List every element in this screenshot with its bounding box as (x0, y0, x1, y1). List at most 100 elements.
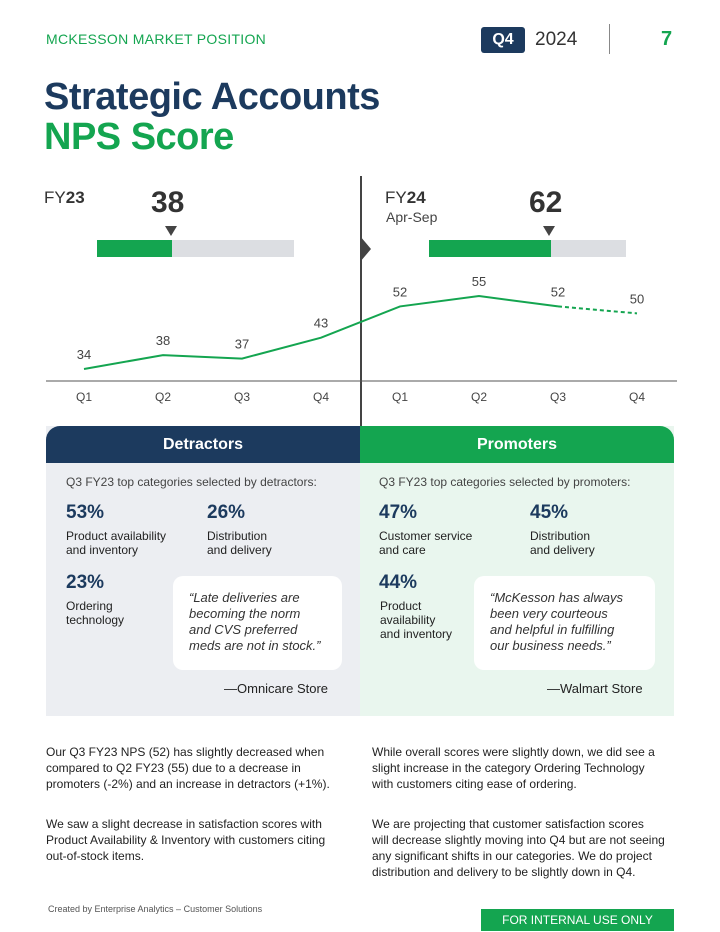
body-line: Our Q3 FY23 NPS (52) has slightly decrea… (46, 745, 325, 759)
promoter-stat-pct: 44% (379, 572, 418, 593)
quarter-badge: Q4 (481, 27, 525, 53)
quote-line: and CVS preferred (189, 622, 298, 637)
fy24-marker-icon (543, 226, 555, 236)
detractors-subtitle: Q3 FY23 top categories selected by detra… (66, 475, 317, 489)
footer-credit: Created by Enterprise Analytics – Custom… (48, 904, 263, 914)
fy24-label-year: 24 (406, 188, 426, 207)
detractor-stat-label-line: technology (66, 613, 125, 627)
body-line: slight increase in the category Ordering… (372, 761, 645, 775)
promoter-stat-label: Product availability and inventory (380, 599, 452, 641)
detractor-stat-label-line: Ordering (66, 599, 113, 613)
quarter-tick-label: Q3 (549, 390, 567, 404)
body-paragraph-right-1: While overall scores were slightly down,… (372, 744, 655, 792)
promoter-stat-label: Customer service and care (379, 529, 472, 557)
page-number: 7 (661, 28, 673, 50)
promoters-subtitle: Q3 FY23 top categories selected by promo… (379, 475, 631, 489)
promoter-quote: “McKesson has always been very courteous… (474, 576, 655, 670)
nps-data-label: 55 (472, 274, 486, 289)
internal-use-banner: FOR INTERNAL USE ONLY (481, 909, 674, 931)
page-title-line2: NPS Score (44, 116, 234, 158)
body-line: any significant shifts in our categories… (372, 849, 652, 863)
fy23-label-prefix: FY (44, 188, 66, 207)
detractor-stat-label-line: and inventory (66, 543, 139, 557)
quote-line: and helpful in fulfilling (490, 622, 615, 637)
fy23-label-year: 23 (65, 188, 85, 207)
section-label: MCKESSON MARKET POSITION (46, 31, 267, 47)
body-paragraph-left-1: Our Q3 FY23 NPS (52) has slightly decrea… (46, 744, 330, 792)
nps-data-label: 37 (235, 337, 249, 352)
promoter-stat-pct: 47% (379, 502, 418, 523)
promoter-stat-label-line: and inventory (380, 627, 453, 641)
fy24-score: 62 (529, 186, 563, 219)
quote-line: our business needs.” (490, 638, 611, 653)
promoters-panel: Promoters Q3 FY23 top categories selecte… (360, 426, 674, 716)
fy24-label: FY24 (385, 188, 426, 208)
body-paragraph-right-2: We are projecting that customer satisfac… (372, 816, 665, 880)
fy23-label: FY23 (44, 188, 85, 208)
fy23-score: 38 (151, 186, 185, 219)
nps-data-label: 52 (393, 284, 407, 299)
body-line: Product Availability & Inventory with cu… (46, 833, 326, 847)
quote-line: meds are not in stock.” (189, 638, 321, 653)
body-line: compared to Q2 FY23 (55) due to a decrea… (46, 761, 301, 775)
quarter-tick-label: Q3 (233, 390, 251, 404)
promoter-stat-label-line: Distribution (530, 529, 591, 543)
promoter-stat-pct: 45% (530, 502, 569, 523)
quote-line: “McKesson has always (490, 590, 623, 605)
quarter-tick-label: Q2 (470, 390, 488, 404)
detractor-stat-label-line: Product availability (66, 529, 167, 543)
detractor-quote-attribution: —Omnicare Store (224, 681, 329, 696)
nps-line-chart: 34 38 37 43 52 55 52 50 (46, 274, 677, 382)
body-line: will decrease slightly moving into Q4 bu… (372, 833, 665, 847)
nps-data-label: 43 (314, 316, 328, 331)
promoter-stat-label-line: Customer service (379, 529, 473, 543)
detractor-stat-pct: 26% (207, 502, 246, 523)
detractor-stat-pct: 23% (66, 572, 105, 593)
fy24-label-prefix: FY (385, 188, 407, 207)
promoter-stat-label-line: and care (379, 543, 426, 557)
promoters-heading: Promoters (360, 426, 674, 463)
nps-data-label: 38 (156, 333, 170, 348)
report-year: 2024 (535, 29, 578, 50)
nps-projected-line (557, 305, 638, 315)
body-line: distribution and delivery to be slightly… (372, 865, 636, 879)
body-line: While overall scores were slightly down,… (372, 745, 655, 759)
fy23-score-bar-fill (97, 240, 172, 257)
divider-arrow-icon (360, 236, 371, 262)
detractors-panel: Detractors Q3 FY23 top categories select… (46, 426, 360, 716)
body-line: out-of-stock items. (46, 849, 145, 863)
body-line: with customers citing ease of ordering. (372, 777, 577, 791)
promoter-stat-label-line: Product (380, 599, 422, 613)
detractor-stat-label: Product availability and inventory (66, 529, 166, 557)
fy24-score-bar (429, 240, 626, 257)
quarter-tick-label: Q4 (628, 390, 646, 404)
nps-series-line (83, 294, 559, 370)
page-title-line1: Strategic Accounts (44, 76, 380, 118)
fy23-marker-icon (165, 226, 177, 236)
quarter-tick-label: Q1 (75, 390, 93, 404)
body-line: We are projecting that customer satisfac… (372, 817, 644, 831)
quarter-tick-label: Q1 (391, 390, 409, 404)
detractors-heading: Detractors (46, 426, 360, 463)
promoter-quote-attribution: —Walmart Store (547, 681, 643, 696)
quote-line: “Late deliveries are (189, 590, 300, 605)
detractor-stat-label-line: and delivery (207, 543, 272, 557)
promoter-stat-label-line: and delivery (530, 543, 595, 557)
body-line: promoters (-2%) and an increase in detra… (46, 777, 330, 791)
detractor-stat-pct: 53% (66, 502, 105, 523)
detractor-stat-label-line: Distribution (207, 529, 268, 543)
promoter-stat-label: Distribution and delivery (530, 529, 595, 557)
detractor-stat-label: Distribution and delivery (207, 529, 272, 557)
quarter-tick-label: Q4 (312, 390, 330, 404)
nps-data-label: 34 (77, 347, 91, 362)
detractor-stat-label: Ordering technology (66, 599, 124, 627)
quote-line: becoming the norm (189, 606, 301, 621)
fy24-period: Apr-Sep (386, 209, 438, 225)
body-paragraph-left-2: We saw a slight decrease in satisfaction… (46, 816, 325, 864)
fy24-score-bar-fill (429, 240, 552, 257)
header-separator (609, 24, 610, 54)
detractor-quote: “Late deliveries are becoming the norm a… (173, 576, 342, 670)
body-line: We saw a slight decrease in satisfaction… (46, 817, 322, 831)
nps-data-label: 52 (551, 284, 565, 299)
quote-line: been very courteous (490, 606, 608, 621)
